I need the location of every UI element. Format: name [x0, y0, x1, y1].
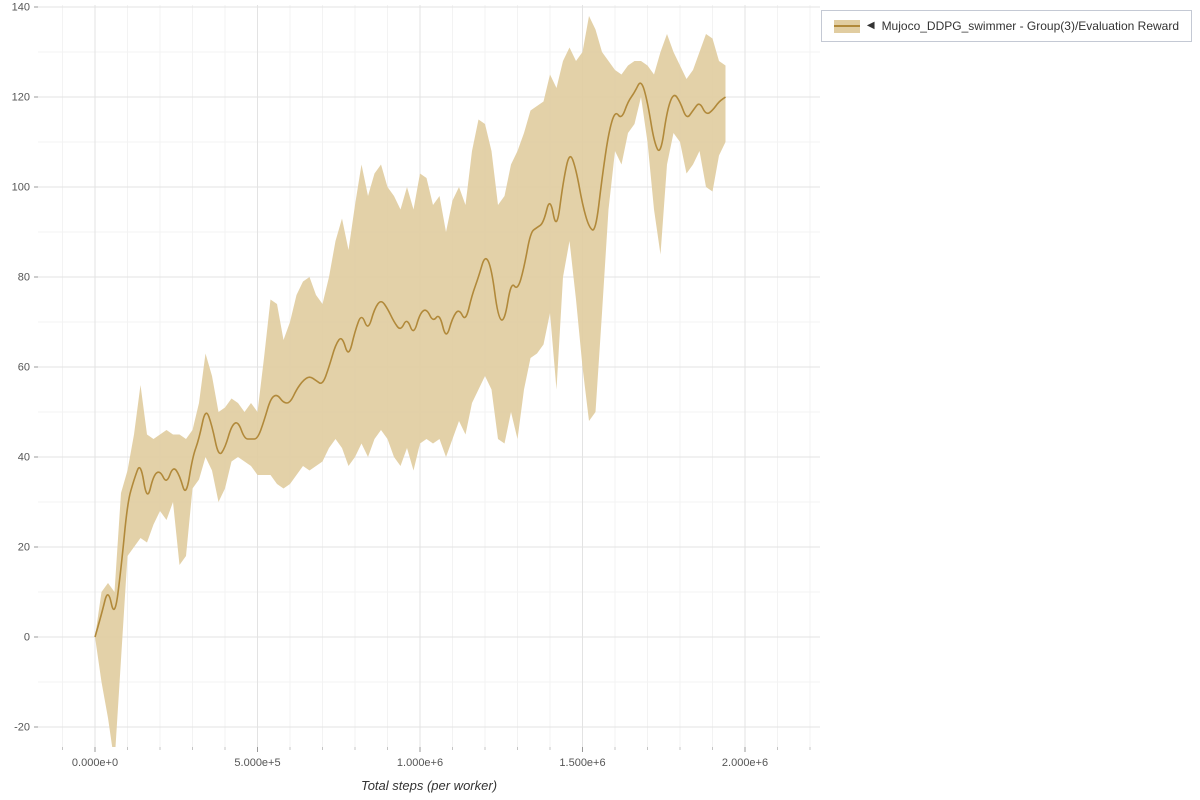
svg-text:2.000e+6: 2.000e+6 [722, 757, 768, 769]
legend[interactable]: ◀ Mujoco_DDPG_swimmer - Group(3)/Evaluat… [820, 10, 1192, 42]
legend-series-label: Mujoco_DDPG_swimmer - Group(3)/Evaluatio… [881, 19, 1179, 33]
svg-text:20: 20 [18, 542, 30, 554]
svg-text:40: 40 [18, 452, 30, 464]
svg-text:1.000e+6: 1.000e+6 [397, 757, 443, 769]
x-axis-ticks: 0.000e+0 5.000e+5 1.000e+6 1.500e+6 2.000e+6 [62, 747, 811, 769]
svg-text:120: 120 [12, 92, 30, 104]
svg-text:0: 0 [24, 632, 30, 644]
svg-text:-20: -20 [14, 722, 30, 734]
svg-text:5.000e+5: 5.000e+5 [234, 757, 280, 769]
x-axis-title: Total steps (per worker) [360, 778, 498, 793]
confidence-band [95, 16, 726, 747]
svg-text:100: 100 [12, 182, 30, 194]
svg-text:80: 80 [18, 272, 30, 284]
legend-swatch [833, 19, 860, 33]
svg-text:60: 60 [18, 362, 30, 374]
y-axis-ticks: -20 0 20 40 60 80 100 120 140 [12, 2, 38, 734]
legend-collapse-icon[interactable]: ◀ [866, 20, 875, 31]
svg-text:0.000e+0: 0.000e+0 [72, 757, 118, 769]
mean-line [94, 82, 726, 638]
legend-swatch-line [833, 25, 860, 27]
svg-text:1.500e+6: 1.500e+6 [559, 757, 605, 769]
svg-text:140: 140 [12, 2, 30, 14]
